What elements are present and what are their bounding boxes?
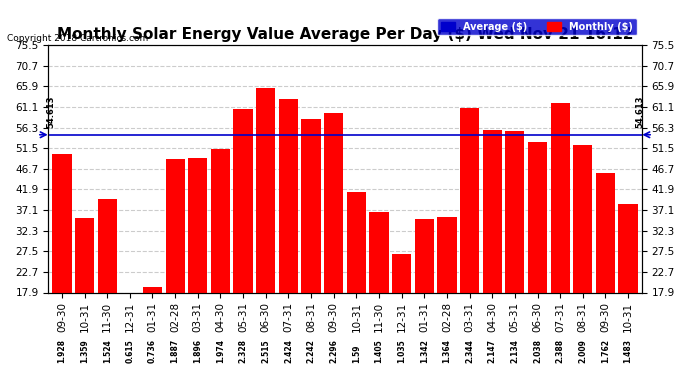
Text: 1.928: 1.928: [57, 339, 66, 363]
Text: 2.038: 2.038: [533, 339, 542, 363]
Text: 2.134: 2.134: [511, 339, 520, 363]
Bar: [143, 287, 162, 369]
Text: 1.364: 1.364: [442, 339, 451, 363]
Text: 1.524: 1.524: [103, 339, 112, 363]
Bar: [75, 217, 94, 369]
Bar: [233, 110, 253, 369]
Bar: [211, 149, 230, 369]
Bar: [596, 172, 615, 369]
Text: 0.615: 0.615: [126, 339, 135, 363]
Text: 1.483: 1.483: [624, 339, 633, 363]
Bar: [120, 301, 139, 369]
Text: 1.762: 1.762: [601, 339, 610, 363]
Text: 2.328: 2.328: [239, 339, 248, 363]
Text: 2.242: 2.242: [306, 339, 315, 363]
Bar: [551, 103, 570, 369]
Text: 1.035: 1.035: [397, 339, 406, 363]
Bar: [369, 213, 388, 369]
Text: 1.342: 1.342: [420, 339, 428, 363]
Title: Monthly Solar Energy Value Average Per Day ($) Wed Nov 21 16:12: Monthly Solar Energy Value Average Per D…: [57, 27, 633, 42]
Bar: [302, 119, 321, 369]
Text: 1.887: 1.887: [170, 339, 179, 363]
Bar: [618, 204, 638, 369]
Bar: [573, 145, 593, 369]
Text: 1.359: 1.359: [80, 339, 89, 363]
Bar: [324, 113, 344, 369]
Bar: [346, 192, 366, 369]
Bar: [256, 88, 275, 369]
Text: 2.388: 2.388: [555, 339, 564, 363]
Text: 2.009: 2.009: [578, 339, 587, 363]
Bar: [528, 142, 547, 369]
Bar: [505, 131, 524, 369]
Text: 2.147: 2.147: [488, 339, 497, 363]
Bar: [97, 199, 117, 369]
Bar: [437, 217, 457, 369]
Text: 0.736: 0.736: [148, 339, 157, 363]
Bar: [415, 219, 434, 369]
Text: 1.896: 1.896: [193, 339, 202, 363]
Legend: Average ($), Monthly ($): Average ($), Monthly ($): [437, 18, 637, 36]
Bar: [279, 99, 298, 369]
Bar: [482, 129, 502, 369]
Text: 2.296: 2.296: [329, 339, 338, 363]
Text: 1.59: 1.59: [352, 345, 361, 363]
Text: 54.613: 54.613: [46, 96, 55, 128]
Bar: [188, 158, 208, 369]
Bar: [460, 108, 479, 369]
Text: 2.344: 2.344: [465, 339, 474, 363]
Text: 2.515: 2.515: [262, 339, 270, 363]
Text: 1.405: 1.405: [375, 339, 384, 363]
Text: Copyright 2018 Cartronics.com: Copyright 2018 Cartronics.com: [7, 34, 148, 43]
Bar: [52, 154, 72, 369]
Bar: [166, 159, 185, 369]
Text: 1.974: 1.974: [216, 339, 225, 363]
Text: 54.613: 54.613: [635, 96, 644, 128]
Text: 2.424: 2.424: [284, 339, 293, 363]
Bar: [392, 254, 411, 369]
